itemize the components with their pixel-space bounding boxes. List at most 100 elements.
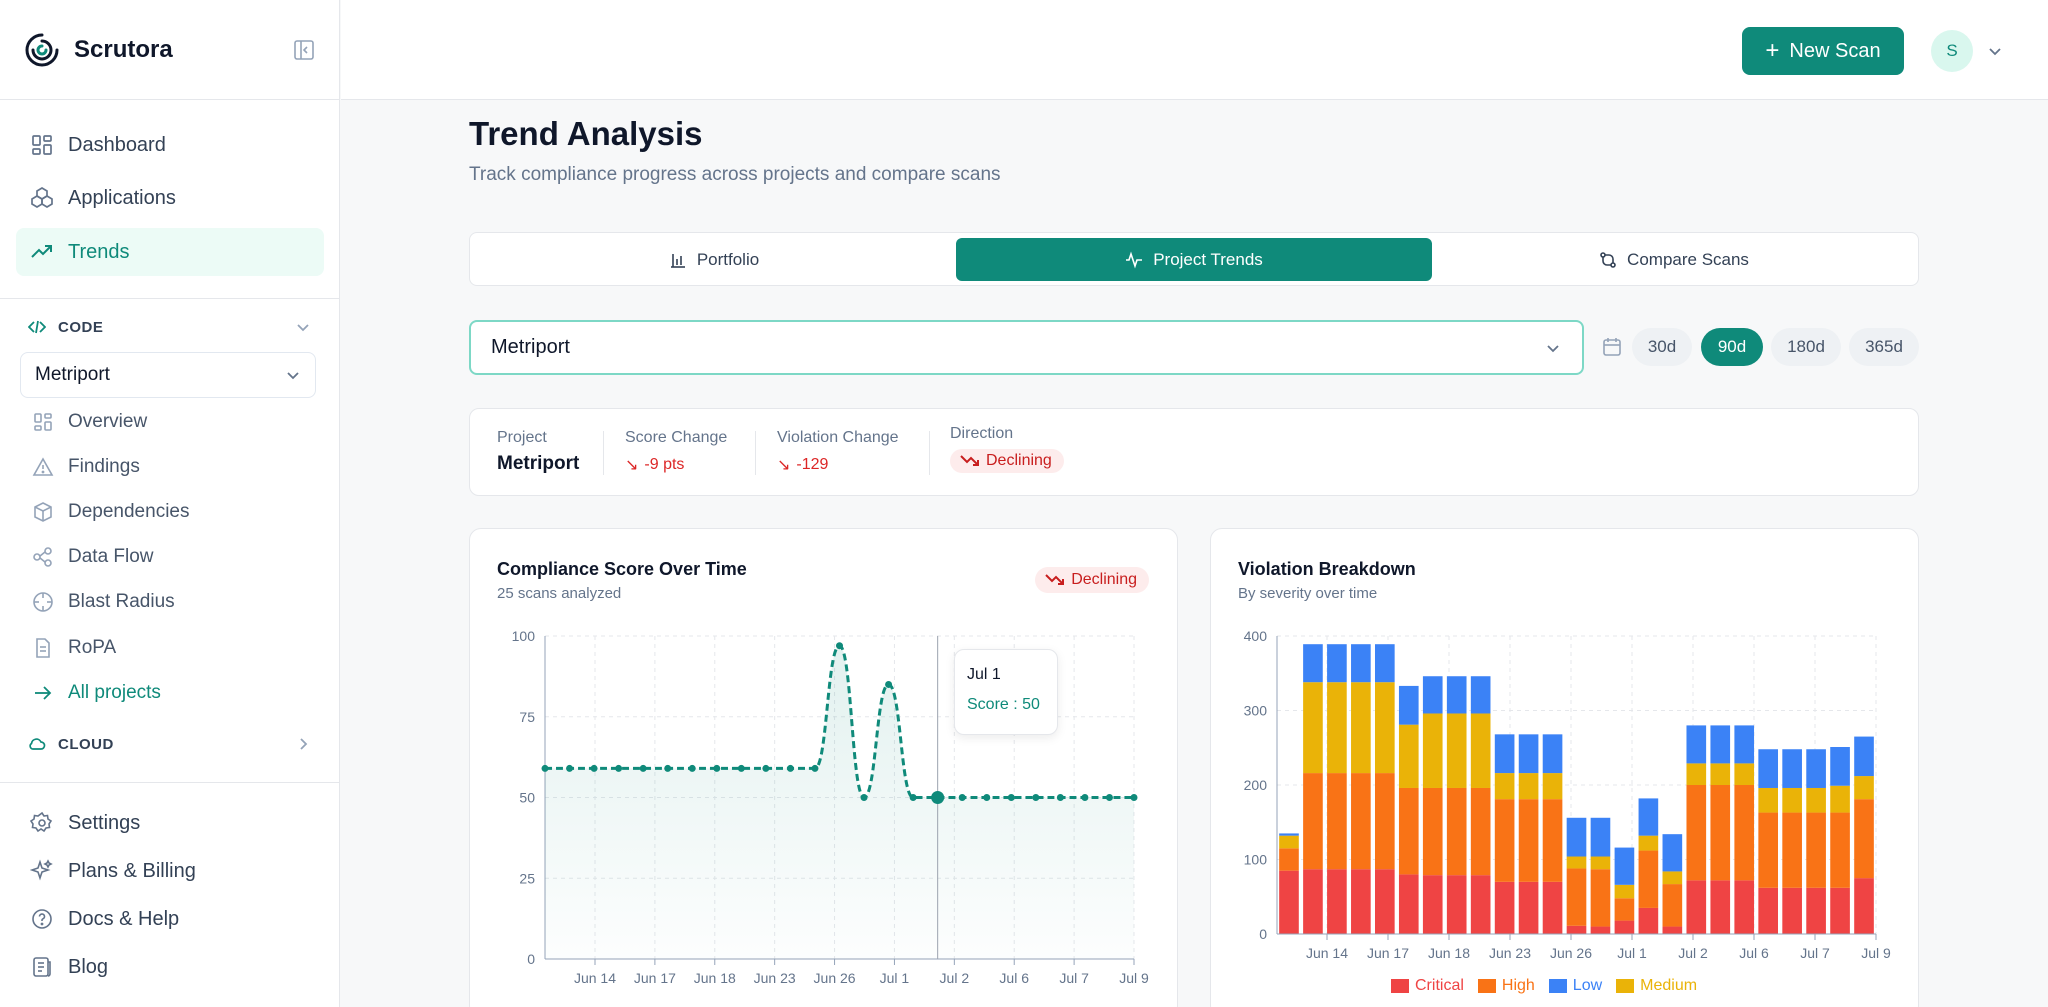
sidebar-item-plans-billing[interactable]: Plans & Billing: [16, 847, 324, 895]
range-90d-button[interactable]: 90d: [1701, 328, 1763, 366]
x-tick-label: Jul 2: [940, 970, 970, 986]
legend-item[interactable]: Low: [1548, 977, 1602, 995]
bar-segment-critical: [1734, 880, 1755, 934]
legend-item[interactable]: High: [1477, 977, 1535, 995]
bar-segment-low: [1398, 685, 1419, 725]
chevron-down-icon[interactable]: [1987, 43, 2003, 59]
violation-breakdown-card: Violation Breakdown By severity over tim…: [1210, 528, 1919, 1007]
bar-segment-critical: [1518, 881, 1539, 934]
sidebar-item-blog[interactable]: Blog: [16, 943, 324, 991]
score-change-value: ↘ -9 pts: [625, 455, 727, 475]
page-subtitle: Track compliance progress across project…: [469, 164, 1001, 185]
scrutora-logo-icon: [25, 33, 59, 66]
bar-segment-critical: [1614, 920, 1635, 934]
bar-segment-low: [1518, 734, 1539, 774]
blog-icon: [33, 957, 51, 977]
card-title: Violation Breakdown: [1238, 559, 1416, 579]
range-180d-button[interactable]: 180d: [1771, 328, 1841, 366]
radius-icon: [33, 592, 53, 612]
tab-project-trends[interactable]: Project Trends: [956, 238, 1432, 281]
range-30d-button[interactable]: 30d: [1632, 328, 1692, 366]
sidebar-item-docs-help[interactable]: Docs & Help: [16, 895, 324, 943]
bar-segment-high: [1446, 787, 1467, 876]
sidebar-item-dependencies[interactable]: Dependencies: [16, 490, 324, 534]
bar-segment-high: [1470, 787, 1491, 876]
data-point: [762, 764, 770, 772]
x-tick-label: Jul 6: [999, 970, 1029, 986]
avatar[interactable]: S: [1931, 30, 1973, 72]
tab-portfolio[interactable]: Portfolio: [475, 238, 953, 281]
sidebar-item-overview[interactable]: Overview: [16, 400, 324, 444]
bar-segment-high: [1542, 799, 1563, 882]
trend-summary: Project Metriport Score Change ↘ -9 pts …: [469, 408, 1919, 496]
summary-violation-change: Violation Change ↘ -129: [777, 429, 899, 475]
data-point: [639, 764, 647, 772]
code-section-header[interactable]: CODE: [28, 318, 312, 336]
gear-icon: [30, 811, 53, 833]
sidebar-item-trends[interactable]: Trends: [16, 228, 324, 276]
data-point: [909, 794, 917, 801]
bar-segment-high: [1518, 799, 1539, 882]
sidebar: Scrutora Dashboard Applications Trends C…: [0, 0, 340, 1007]
summary-value: Metriport: [497, 453, 580, 474]
bar-segment-high: [1662, 884, 1683, 927]
tab-compare-scans[interactable]: Compare Scans: [1435, 238, 1913, 281]
legend-item[interactable]: Critical: [1391, 977, 1464, 995]
new-scan-button[interactable]: + New Scan: [1742, 27, 1904, 75]
sidebar-item-findings[interactable]: Findings: [16, 445, 324, 489]
sidebar-item-dashboard[interactable]: Dashboard: [16, 121, 324, 169]
score-line-chart: 0 25 50 75 100 Jun 14 Jun 17 Jun 18 Jun 23 Jun 26…: [512, 628, 1149, 986]
sidebar-item-label: Plans & Billing: [68, 859, 196, 882]
sidebar-item-data-flow[interactable]: Data Flow: [16, 535, 324, 579]
legend-item[interactable]: Medium: [1616, 977, 1697, 995]
status-badge: Declining: [950, 449, 1064, 473]
sidebar-item-all-projects[interactable]: All projects: [16, 671, 324, 715]
sidebar-item-label: All projects: [68, 682, 161, 703]
tab-label: Project Trends: [1153, 249, 1263, 269]
compliance-score-card: Compliance Score Over Time 25 scans anal…: [469, 528, 1178, 1007]
bar-segment-medium: [1710, 763, 1731, 785]
legend-label: Critical: [1415, 977, 1464, 994]
activity-icon: [1126, 250, 1143, 269]
sidebar-item-settings[interactable]: Settings: [16, 799, 324, 847]
data-point: [1032, 794, 1040, 801]
bar-segment-medium: [1542, 773, 1563, 800]
bar-segment-medium: [1638, 835, 1659, 851]
help-icon: [32, 909, 52, 929]
view-tabs: Portfolio Project Trends Compare Scans: [469, 232, 1919, 286]
bar-segment-high: [1494, 799, 1515, 882]
data-point: [566, 764, 574, 772]
bar-segment-critical: [1446, 875, 1467, 934]
bar-segment-low: [1374, 644, 1395, 683]
x-tick-label: Jun 18: [694, 970, 736, 986]
bar-segment-low: [1566, 817, 1587, 857]
sidebar-project-select[interactable]: Metriport: [20, 352, 316, 398]
cloud-section-header[interactable]: CLOUD: [28, 735, 312, 753]
sidebar-item-blast-radius[interactable]: Blast Radius: [16, 580, 324, 624]
y-tick-label: 100: [1244, 852, 1268, 868]
bar-segment-high: [1566, 868, 1587, 926]
legend-swatch: [1477, 979, 1496, 993]
bar-segment-critical: [1662, 926, 1683, 934]
bar-segment-high: [1782, 812, 1802, 888]
x-tick-label: Jun 23: [754, 970, 796, 986]
sidebar-item-label: Overview: [68, 411, 148, 432]
x-tick-label: Jul 7: [1059, 970, 1089, 986]
project-select[interactable]: Metriport: [469, 320, 1584, 375]
sidebar-item-applications[interactable]: Applications: [16, 174, 324, 222]
bar-segment-critical: [1710, 880, 1731, 934]
status-badge: Declining: [1035, 567, 1149, 593]
cloud-section-label: CLOUD: [58, 735, 114, 753]
sidebar-collapse-icon[interactable]: [293, 39, 315, 61]
brand-name: Scrutora: [74, 35, 173, 63]
dashboard-icon: [32, 135, 52, 155]
range-365d-button[interactable]: 365d: [1849, 328, 1919, 366]
sidebar-item-label: Dependencies: [68, 501, 190, 522]
sidebar-item-ropa[interactable]: RoPA: [16, 626, 324, 670]
y-tick-label: 50: [519, 790, 535, 806]
tab-label: Compare Scans: [1627, 249, 1749, 269]
x-tick-label: Jun 14: [1306, 945, 1348, 961]
bar-segment-high: [1422, 787, 1443, 876]
violation-bar-chart: 0 100 200 300 400 Jun 14 Jun 17 Jun 18 Jun 23 Jun…: [1244, 628, 1891, 961]
y-tick-label: 0: [527, 951, 535, 967]
